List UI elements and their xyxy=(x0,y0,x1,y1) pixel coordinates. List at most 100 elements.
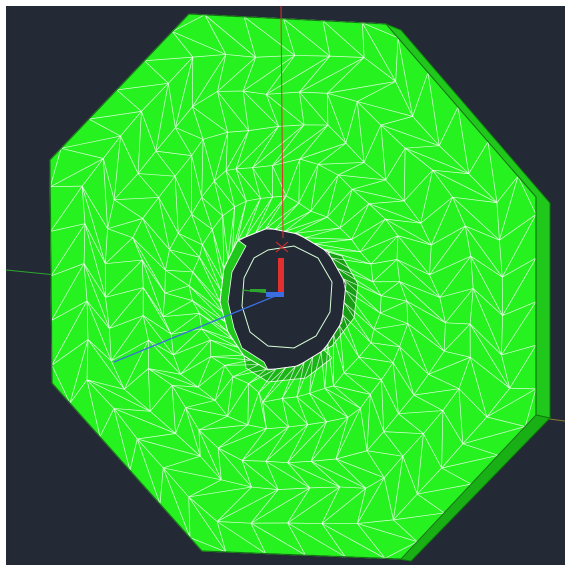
mesh-edge xyxy=(432,169,453,198)
mesh-edge xyxy=(83,263,106,298)
mesh-edge xyxy=(323,249,361,253)
mesh-edge xyxy=(81,186,86,224)
mesh-edge xyxy=(309,387,325,394)
mesh-edge xyxy=(366,450,385,478)
mesh-edge xyxy=(245,198,261,238)
mesh-edge xyxy=(222,215,229,261)
mesh-edge xyxy=(430,197,453,246)
mesh-edge xyxy=(499,214,537,241)
mesh-edge xyxy=(420,223,432,246)
mesh-edge xyxy=(296,396,309,425)
mesh-edge xyxy=(114,197,159,201)
mesh-edge xyxy=(287,421,327,463)
3d-scene[interactable] xyxy=(6,6,565,565)
mesh-edge xyxy=(265,202,300,230)
mesh-edge xyxy=(148,368,199,388)
mesh-edge xyxy=(284,216,328,232)
mesh-edge xyxy=(428,350,445,375)
mesh-edge xyxy=(227,383,249,417)
mesh-edge xyxy=(366,431,384,451)
mesh-edge xyxy=(192,106,228,133)
mesh-edge xyxy=(200,455,222,481)
mesh-edge xyxy=(496,176,519,203)
mesh-edge xyxy=(295,361,305,367)
mesh-edge xyxy=(174,176,192,215)
mesh-edge xyxy=(175,57,194,128)
mesh-edge xyxy=(357,477,385,524)
mesh-edge xyxy=(385,218,421,224)
mesh-edge xyxy=(173,328,202,356)
mesh-edge xyxy=(113,408,151,412)
mesh-edge xyxy=(432,169,469,175)
mesh-edge xyxy=(155,150,192,156)
mesh-edge xyxy=(265,94,279,127)
mesh-edge xyxy=(357,81,396,102)
mesh-edge xyxy=(50,158,104,188)
mesh-edge xyxy=(171,384,216,401)
mesh-edge xyxy=(360,235,399,253)
mesh-edge xyxy=(343,302,372,343)
mesh-edge xyxy=(372,281,382,296)
mesh-edge xyxy=(392,346,400,363)
mesh-edge xyxy=(380,281,400,296)
mesh-edge xyxy=(217,521,251,524)
ucs-icon[interactable] xyxy=(113,241,289,363)
mesh-edge xyxy=(265,426,289,462)
mesh-edge xyxy=(304,237,315,244)
mesh-edge xyxy=(383,431,424,435)
mesh-edge xyxy=(383,456,404,478)
mesh-edge xyxy=(211,229,223,281)
mesh-edge xyxy=(358,342,372,358)
mesh-edge xyxy=(358,356,394,363)
mesh-edge xyxy=(324,388,349,418)
mesh-edge xyxy=(175,433,201,457)
mesh-edge xyxy=(243,16,256,58)
mesh-edge xyxy=(396,259,441,298)
mesh-edge xyxy=(345,142,365,163)
mesh-edge xyxy=(197,365,225,388)
mesh-edge xyxy=(370,259,398,265)
mesh-edge xyxy=(142,218,170,250)
mesh-edge xyxy=(399,281,408,302)
mesh-edge xyxy=(452,196,500,241)
mesh-edge xyxy=(393,456,404,520)
mesh-edge xyxy=(458,388,488,418)
mesh-edge xyxy=(265,461,279,490)
mesh-edge xyxy=(149,411,176,434)
mesh-edge xyxy=(214,365,225,401)
mesh-edge xyxy=(517,176,537,215)
mesh-edge xyxy=(170,313,200,335)
mesh-edge xyxy=(470,256,503,316)
mesh-edge xyxy=(262,367,286,403)
mesh-edge xyxy=(192,54,226,58)
mesh-edge xyxy=(457,106,470,174)
mesh-edge xyxy=(49,148,62,187)
mesh-edge xyxy=(107,218,143,229)
mesh-edge xyxy=(397,235,430,276)
hole-back-rim xyxy=(241,245,333,349)
mesh-edge xyxy=(274,202,300,230)
mesh-edge xyxy=(362,22,399,39)
mesh-edge xyxy=(472,288,503,316)
mesh-edge xyxy=(317,164,339,176)
model-canvas[interactable] xyxy=(6,6,565,565)
mesh-edge xyxy=(247,383,250,425)
mesh-edge xyxy=(499,240,503,278)
mesh-edge xyxy=(501,301,537,356)
mesh-edge xyxy=(351,218,386,240)
mesh-edge xyxy=(272,124,329,166)
mesh-edge xyxy=(281,366,296,399)
mesh-edge xyxy=(384,541,418,559)
mesh-edge xyxy=(116,89,142,112)
mesh-edge xyxy=(236,167,253,170)
mesh-edge xyxy=(304,227,341,239)
mesh-edge xyxy=(335,458,385,479)
mesh-edge xyxy=(235,126,279,170)
mesh-edge xyxy=(173,354,181,375)
mesh-edge xyxy=(155,150,176,177)
mesh-edge xyxy=(192,271,221,303)
mesh-edge xyxy=(216,489,279,522)
mesh-edge xyxy=(86,379,115,409)
mesh-edge xyxy=(219,302,224,313)
